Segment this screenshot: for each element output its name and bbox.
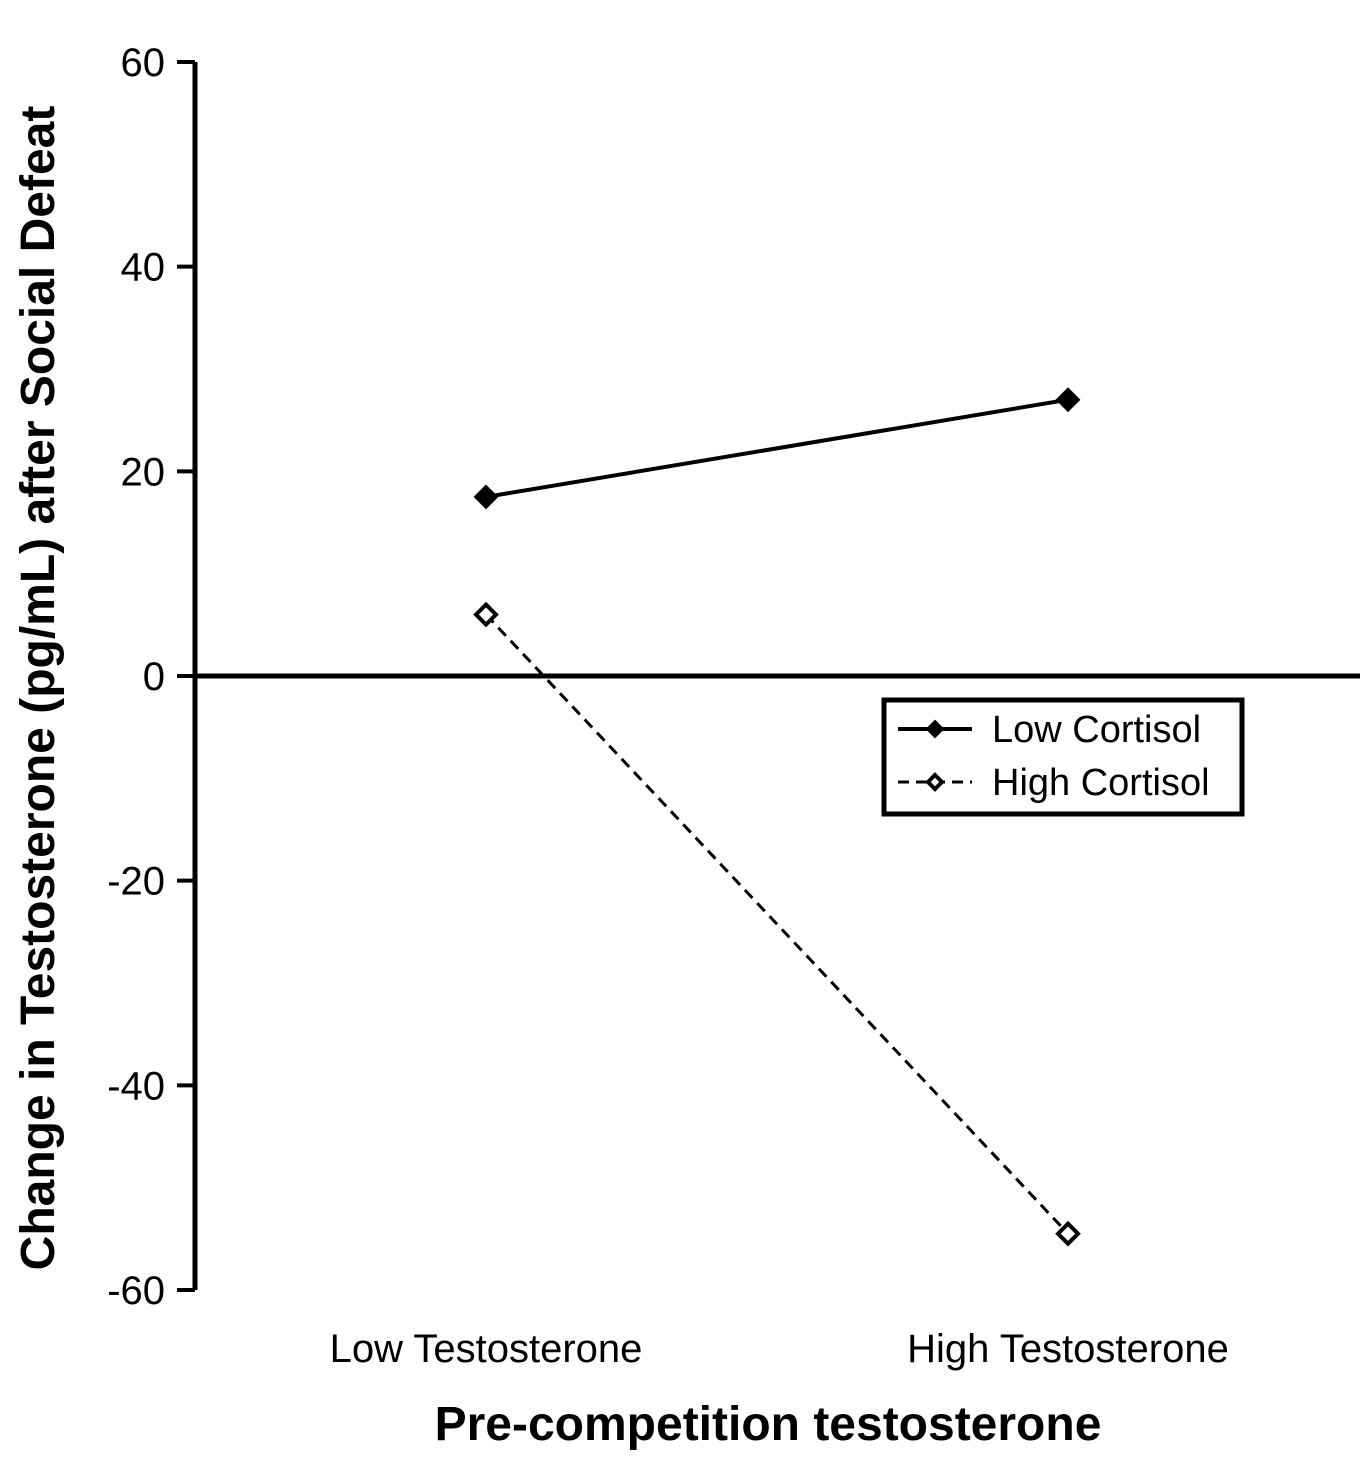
y-axis-title: Change in Testosterone (pg/mL) after Soc… [12,106,65,1271]
y-tick-label: 0 [143,655,165,699]
data-point-marker [925,719,945,739]
data-point-marker [925,772,945,792]
y-tick-label: 60 [121,41,166,85]
y-tick-label: -60 [107,1269,165,1313]
series-layer [473,387,1081,1247]
legend-item: High Cortisol [898,762,1210,804]
legend-item: Low Cortisol [898,709,1201,751]
data-point-marker [1055,387,1081,413]
data-point-marker [473,601,499,628]
legend-label: Low Cortisol [992,709,1201,751]
y-axis: 60 40 20 0 -20 -40 -60 [107,41,198,1313]
x-axis-title: Pre-competition testosterone [435,1398,1102,1451]
legend-items: Low Cortisol High Cortisol [898,709,1210,804]
y-tick-label: 40 [121,246,166,290]
series-high-cortisol [473,601,1081,1247]
legend-box [881,697,1245,817]
data-point-marker [1055,1220,1081,1247]
legend-label: High Cortisol [992,762,1210,804]
series-low-cortisol [473,387,1081,510]
data-point-marker [473,484,499,510]
y-tick-label: -20 [107,860,165,904]
x-tick-label: High Testosterone [907,1327,1229,1371]
legend: Low Cortisol High Cortisol [881,697,1245,817]
series-line [484,613,1070,1235]
y-tick-label: 20 [121,450,166,494]
x-tick-label: Low Testosterone [330,1327,643,1371]
y-tick-label: -40 [107,1064,165,1108]
y-ticks: 60 40 20 0 -20 -40 -60 [107,41,195,1313]
x-tick-labels: Low Testosterone High Testosterone [330,1327,1229,1371]
series-line [485,397,1069,499]
